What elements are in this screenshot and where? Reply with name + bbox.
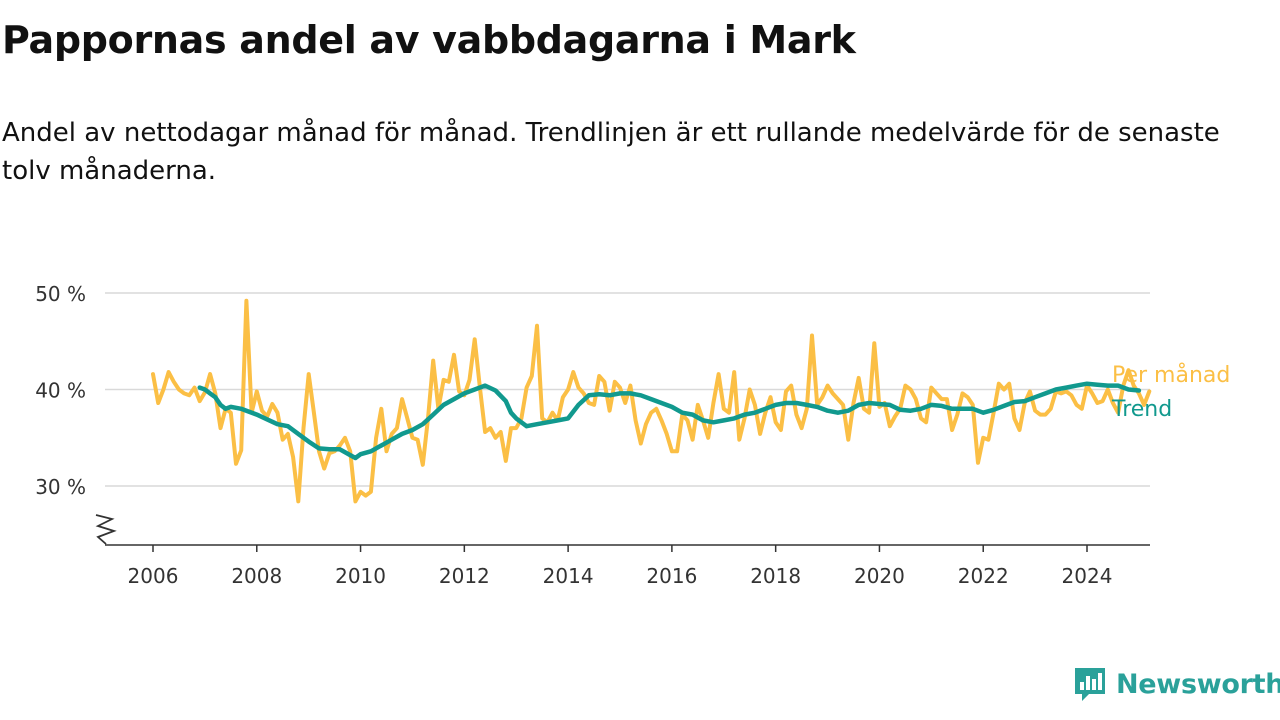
x-tick-label: 2024 [1062,564,1113,588]
x-tick-label: 2016 [646,564,697,588]
chart-subtitle: Andel av nettodagar månad för månad. Tre… [2,118,1220,186]
x-tick-label: 2022 [958,564,1009,588]
brand-name: Newsworthy [1116,668,1280,700]
y-tick-label: 40 % [35,379,86,403]
x-tick-label: 2006 [128,564,179,588]
x-tick-label: 2020 [854,564,905,588]
x-tick-label: 2010 [335,564,386,588]
series-labels: Per månad Trend [1111,362,1230,422]
series-label-monthly: Per månad [1112,362,1230,388]
x-tick-label: 2018 [750,564,801,588]
x-tick-label: 2008 [231,564,282,588]
series [151,298,1152,504]
series-label-trend: Trend [1111,397,1172,422]
series-line-trend [197,381,1142,461]
newsworthy-logo-icon [1075,668,1105,701]
chart-title: Pappornas andel av vabbdagarna i Mark [2,18,856,62]
axes: 30 % 40 % 50 % 2006 2008 2010 2012 2014 2016 2018… [35,282,1150,588]
axis-break-icon [95,514,117,545]
y-tick-label: 50 % [35,282,86,306]
series-line-monthly [151,298,1152,504]
y-tick-label: 30 % [35,475,86,499]
x-tick-label: 2012 [439,564,490,588]
newsworthy-brand: Newsworthy [1072,664,1280,704]
x-tick-label: 2014 [543,564,594,588]
